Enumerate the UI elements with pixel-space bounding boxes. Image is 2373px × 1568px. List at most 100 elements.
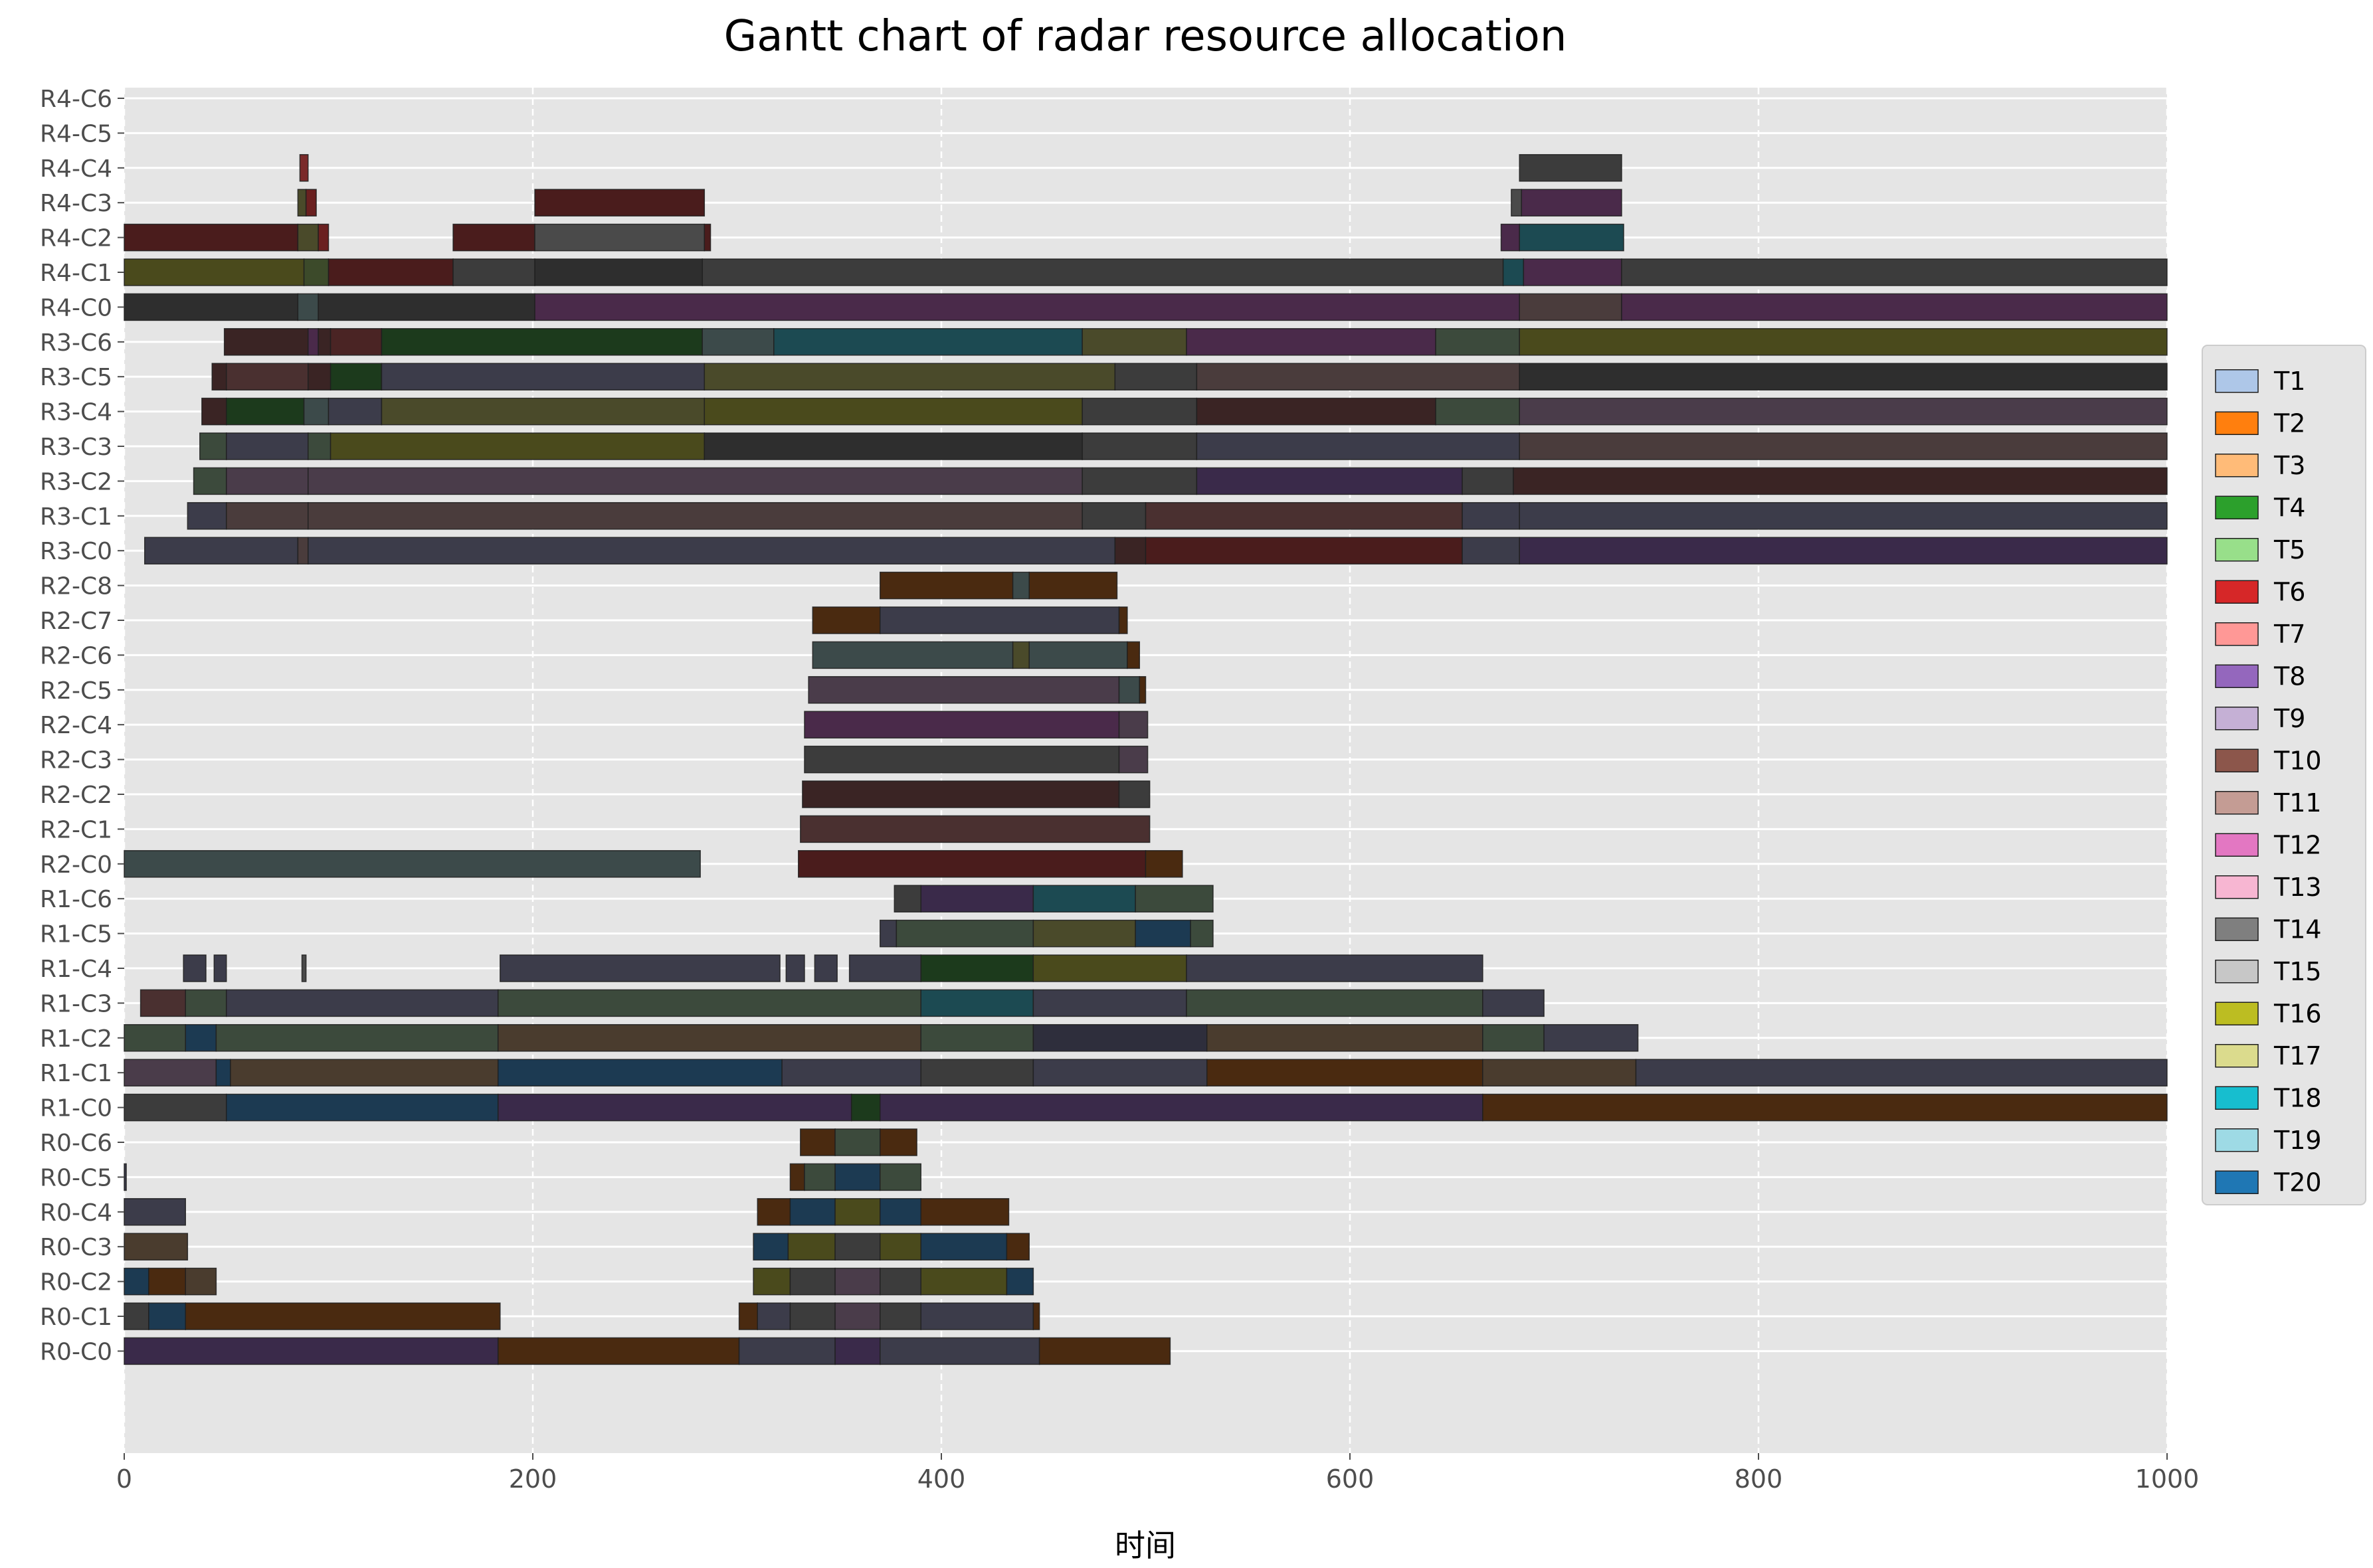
- task-bar: [1145, 537, 1463, 565]
- task-bar: [124, 293, 299, 321]
- task-bar: [1519, 502, 2168, 530]
- x-tick-label: 800: [1735, 1464, 1783, 1494]
- task-bar: [223, 328, 309, 356]
- task-bar: [452, 258, 535, 286]
- task-bar: [804, 1163, 836, 1191]
- x-tick-label: 600: [1326, 1464, 1375, 1494]
- y-tick-label: R2-C1: [40, 816, 112, 843]
- task-bar: [330, 363, 383, 391]
- task-bar: [1012, 641, 1030, 669]
- y-tick-label: R1-C1: [40, 1060, 112, 1087]
- task-bar: [1519, 328, 2168, 356]
- legend-swatch: [2215, 411, 2259, 435]
- legend-swatch: [2215, 791, 2259, 815]
- legend-label: T14: [2273, 915, 2322, 944]
- task-bar: [880, 1128, 917, 1156]
- task-bar: [798, 850, 1147, 878]
- legend-label: T20: [2273, 1168, 2322, 1197]
- task-bar: [896, 919, 1034, 948]
- task-bar: [814, 954, 838, 982]
- task-bar: [297, 189, 307, 217]
- task-bar: [328, 258, 454, 286]
- x-axis: 0 200 400 600 800 1000: [116, 1453, 2199, 1494]
- legend-label: T11: [2273, 788, 2322, 818]
- task-bar: [1635, 1059, 2168, 1087]
- task-bar: [1118, 745, 1149, 774]
- task-bar: [920, 1267, 1008, 1296]
- task-bar: [1462, 537, 1520, 565]
- y-tick-label: R3-C2: [40, 468, 112, 495]
- task-bar: [215, 1059, 231, 1087]
- task-bar: [1139, 676, 1147, 704]
- task-bar: [226, 502, 309, 530]
- y-tick-label: R1-C0: [40, 1095, 112, 1122]
- task-bar: [1006, 1267, 1034, 1296]
- legend-label: T7: [2273, 620, 2305, 649]
- legend-swatch: [2215, 875, 2259, 899]
- task-bar: [1435, 397, 1520, 426]
- task-bar: [308, 363, 332, 391]
- task-bar: [880, 919, 898, 948]
- task-bar: [704, 363, 1116, 391]
- x-axis-label: 时间: [1115, 1527, 1176, 1563]
- legend-label: T3: [2273, 451, 2305, 480]
- task-bar: [226, 397, 305, 426]
- task-bar: [1511, 189, 1523, 217]
- task-bar: [785, 954, 805, 982]
- y-tick-label: R4-C2: [40, 225, 112, 252]
- legend-swatch: [2215, 748, 2259, 772]
- task-bar: [1118, 676, 1141, 704]
- y-tick-label: R2-C4: [40, 712, 112, 739]
- y-tick-label: R0-C4: [40, 1199, 112, 1227]
- task-bar: [757, 1302, 791, 1330]
- task-bar: [1190, 919, 1214, 948]
- task-bar: [804, 745, 1120, 774]
- task-bar: [201, 397, 227, 426]
- task-bar: [1032, 1024, 1208, 1052]
- x-tick-label: 1000: [2135, 1464, 2200, 1494]
- task-bar: [1196, 432, 1520, 460]
- y-tick-label: R2-C2: [40, 782, 112, 809]
- task-bar: [781, 1059, 922, 1087]
- legend-swatch: [2215, 1044, 2259, 1068]
- legend-label: T8: [2273, 661, 2305, 691]
- y-tick-label: R0-C6: [40, 1130, 112, 1157]
- task-bar: [789, 1198, 836, 1226]
- legend-swatch: [2215, 622, 2259, 646]
- task-bar: [738, 1337, 836, 1365]
- legend-label: T4: [2273, 493, 2305, 522]
- task-bar: [185, 989, 227, 1017]
- task-bar: [773, 328, 1083, 356]
- task-bar: [1145, 850, 1183, 878]
- task-bar: [124, 1267, 149, 1296]
- task-bar: [920, 1198, 1010, 1226]
- task-bar: [318, 293, 535, 321]
- y-axis: R4-C6 R4-C5 R4-C4 R4-C3 R4-C2 R4-C1 R4-C0 R3-C6…: [40, 86, 124, 1365]
- legend-label: T18: [2273, 1083, 2322, 1112]
- task-bar: [185, 1302, 501, 1330]
- task-bar: [303, 258, 330, 286]
- task-bar: [1206, 1024, 1483, 1052]
- task-bar: [226, 467, 309, 495]
- legend: T1 T2 T3 T4 T5 T6 T7 T8 T9 T10 T11 T12 T13 T14 T15 T16 T…: [2202, 345, 2366, 1205]
- legend-label: T17: [2273, 1041, 2322, 1071]
- legend-swatch: [2215, 369, 2259, 393]
- task-bar: [1082, 397, 1198, 426]
- y-tick-label: R0-C1: [40, 1304, 112, 1331]
- task-bar: [787, 1233, 836, 1261]
- task-bar: [920, 885, 1034, 913]
- task-bar: [789, 1302, 836, 1330]
- task-bar: [185, 1267, 217, 1296]
- legend-swatch: [2215, 1170, 2259, 1194]
- task-bar: [308, 537, 1116, 565]
- task-bar: [702, 258, 1504, 286]
- task-bar: [308, 432, 332, 460]
- task-bar: [1523, 258, 1622, 286]
- task-bar: [328, 397, 383, 426]
- task-bar: [1032, 919, 1136, 948]
- task-bar: [381, 363, 706, 391]
- task-bar: [808, 676, 1120, 704]
- legend-label: T1: [2273, 367, 2305, 396]
- task-bar: [812, 641, 1014, 669]
- task-bar: [303, 397, 330, 426]
